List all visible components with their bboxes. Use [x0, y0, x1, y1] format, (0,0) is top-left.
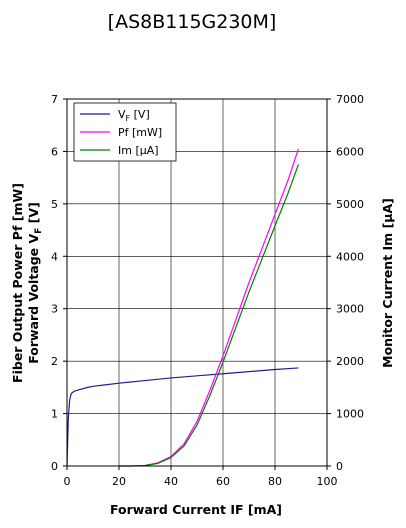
y-right-tick-label: 5000 [336, 198, 364, 211]
y-right-tick-label: 4000 [336, 250, 364, 263]
y-right-tick-label: 1000 [336, 408, 364, 421]
y-right-axis-label: Monitor Current Im [µA] [380, 198, 395, 368]
y-left-label-sub: F [34, 228, 44, 234]
series-line [66, 367, 299, 467]
y-left-tick-label: 5 [51, 198, 58, 211]
legend-entry-label: Pf [mW] [118, 126, 162, 139]
x-tick-label: 0 [64, 475, 71, 488]
legend-entry-main: V [118, 108, 126, 121]
x-tick-label: 80 [268, 475, 282, 488]
legend-entry-label: Im [µA] [118, 144, 159, 157]
x-axis-label: Forward Current IF [mA] [110, 502, 282, 517]
y-right-tick-label: 3000 [336, 303, 364, 316]
series-line [119, 148, 299, 467]
y-left-axis-label-line2: Forward Voltage VF [V] [26, 202, 44, 364]
plot-frame [66, 98, 328, 467]
y-left-label-unit: [V] [26, 202, 41, 227]
x-tick-label: 100 [317, 475, 338, 488]
legend-entry-unit: µA] [140, 144, 159, 157]
legend-box [73, 102, 177, 162]
y-right-tick-label: 0 [336, 460, 343, 473]
y-left-axis-ticks: 0 1 2 3 4 5 6 7 [51, 93, 67, 473]
y-left-tick-label: 2 [51, 355, 58, 368]
chart-title: [AS8B115G230M] [108, 11, 277, 33]
y-left-tick-label: 3 [51, 303, 58, 316]
legend-entry-unit: [mW] [129, 126, 163, 139]
y-right-tick-label: 6000 [336, 145, 364, 158]
x-tick-label: 20 [112, 475, 126, 488]
legend-entry-sub: F [126, 114, 131, 123]
legend-entry-main: Pf [118, 126, 130, 139]
y-left-label-main: Forward Voltage V [26, 234, 41, 364]
y-right-tick-label: 7000 [336, 93, 364, 106]
legend-entry-label: VF [V] [118, 108, 150, 123]
y-left-tick-label: 1 [51, 408, 58, 421]
legend-entry-main: Im [ [118, 144, 140, 157]
y-left-tick-label: 7 [51, 93, 58, 106]
y-left-tick-label: 0 [51, 460, 58, 473]
y-right-axis-ticks: 0 1000 2000 3000 4000 5000 6000 7000 [327, 93, 364, 473]
y-left-axis-label-line1: Fiber Output Power Pf [mW] [10, 183, 25, 383]
x-tick-label: 60 [216, 475, 230, 488]
x-tick-label: 40 [164, 475, 178, 488]
x-axis-ticks: 0 20 40 60 80 100 [64, 466, 338, 488]
y-right-tick-label: 2000 [336, 355, 364, 368]
y-left-tick-label: 4 [51, 250, 58, 263]
series-lines [66, 148, 299, 467]
legend-entry-unit: [V] [130, 108, 150, 121]
y-left-tick-label: 6 [51, 145, 58, 158]
legend: VF [V]Pf [mW]Im [µA] [73, 102, 177, 162]
series-line [119, 164, 299, 467]
